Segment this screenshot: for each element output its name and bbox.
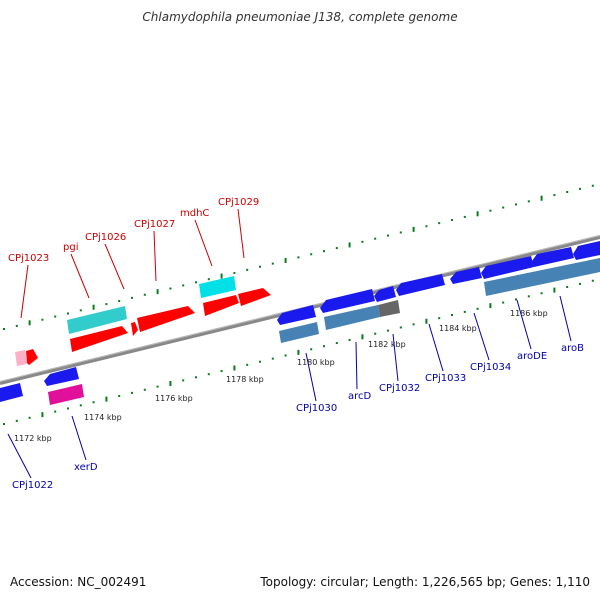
top-strand-features: [15, 276, 271, 366]
top-strand-gene-labels: CPj1023 pgi CPj1026 CPj1027 mdhC CPj1029: [8, 197, 259, 264]
feature-arrow[interactable]: [481, 256, 534, 279]
leader-line: [71, 415, 87, 461]
leader-line: [559, 295, 572, 342]
leader-line: [153, 230, 157, 282]
feature-arrow[interactable]: [532, 247, 574, 267]
feature-arrow[interactable]: [44, 367, 79, 386]
gene-label[interactable]: aroDE: [517, 351, 547, 362]
feature-arrow[interactable]: [396, 274, 445, 296]
feature-arrow[interactable]: [238, 288, 271, 306]
leader-line: [194, 219, 213, 267]
feature-arrow[interactable]: [48, 384, 84, 405]
leader-line: [305, 352, 317, 402]
scale-label: 1172 kbp: [14, 434, 52, 443]
gene-label[interactable]: pgi: [63, 242, 78, 253]
feature-arrow[interactable]: [0, 383, 23, 402]
leader-line: [392, 333, 399, 382]
leader-line: [104, 243, 125, 290]
label-leader-lines: [7, 208, 572, 479]
leader-line: [473, 312, 490, 361]
feature-arrow[interactable]: [573, 241, 600, 260]
leader-line: [7, 433, 32, 479]
scale-label: 1184 kbp: [439, 324, 477, 333]
gene-label[interactable]: CPj1030: [296, 403, 337, 414]
gene-label[interactable]: CPj1033: [425, 373, 466, 384]
feature-arrow[interactable]: [203, 295, 239, 316]
feature-arrow[interactable]: [199, 276, 236, 298]
map-title: Chlamydophila pneumoniae J138, complete …: [142, 10, 458, 24]
scale-label: 1186 kbp: [510, 309, 548, 318]
feature-arrow[interactable]: [324, 305, 380, 330]
feature-arrow[interactable]: [279, 322, 319, 343]
scale-label: 1178 kbp: [226, 375, 264, 384]
feature-arrow[interactable]: [15, 350, 27, 366]
scale-ticks-bottom: [3, 279, 594, 426]
gene-label[interactable]: xerD: [74, 462, 98, 473]
genome-stats-text: Topology: circular; Length: 1,226,565 bp…: [260, 575, 590, 589]
gene-label[interactable]: CPj1022: [12, 480, 53, 491]
gene-label[interactable]: aroB: [561, 343, 584, 354]
feature-arrow[interactable]: [131, 322, 138, 336]
scale-label: 1176 kbp: [155, 394, 193, 403]
leader-line: [355, 341, 358, 390]
leader-line: [237, 208, 245, 259]
gene-label[interactable]: CPj1034: [470, 362, 511, 373]
gene-label[interactable]: CPj1027: [134, 219, 175, 230]
gene-label[interactable]: CPj1029: [218, 197, 259, 208]
bottom-strand-gene-labels: CPj1022 xerD CPj1030 arcD CPj1032 CPj1033 CPj1…: [12, 343, 584, 491]
scale-label: 1180 kbp: [297, 358, 335, 367]
feature-arrow[interactable]: [378, 300, 400, 317]
feature-arrow[interactable]: [484, 258, 600, 296]
feature-arrow[interactable]: [67, 306, 127, 334]
leader-line: [20, 264, 29, 319]
feature-arrow[interactable]: [320, 289, 375, 313]
gene-label[interactable]: CPj1023: [8, 253, 49, 264]
feature-arrow[interactable]: [450, 267, 482, 284]
accession-text: Accession: NC_002491: [10, 575, 147, 589]
gene-label[interactable]: CPj1032: [379, 383, 420, 394]
feature-arrow[interactable]: [70, 326, 128, 352]
gene-label[interactable]: arcD: [348, 391, 372, 402]
leader-line: [70, 253, 90, 299]
gene-label[interactable]: CPj1026: [85, 232, 126, 243]
bottom-strand-features: [0, 241, 600, 405]
scale-ticks-top: [3, 184, 594, 331]
feature-arrow[interactable]: [137, 306, 195, 332]
scale-label: 1182 kbp: [368, 340, 406, 349]
leader-line: [428, 323, 444, 372]
scale-labels: 1172 kbp 1174 kbp 1176 kbp 1178 kbp 1180 kbp…: [14, 309, 548, 443]
leader-line: [516, 299, 532, 350]
feature-arrow[interactable]: [374, 286, 396, 302]
gene-label[interactable]: mdhC: [180, 208, 209, 219]
feature-arrow[interactable]: [26, 349, 38, 365]
feature-arrow[interactable]: [277, 305, 316, 325]
scale-label: 1174 kbp: [84, 413, 122, 422]
